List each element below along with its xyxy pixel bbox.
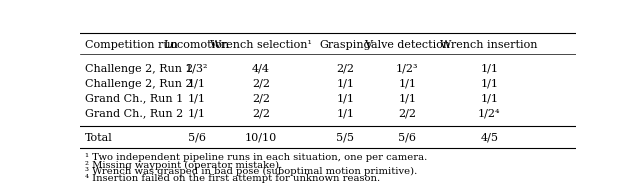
Text: 1/1: 1/1 [188,79,205,89]
Text: 2/2: 2/2 [252,94,270,104]
Text: 1/2³: 1/2³ [396,64,419,74]
Text: Challenge 2, Run 1: Challenge 2, Run 1 [85,64,193,74]
Text: 5/6: 5/6 [398,133,417,143]
Text: Locomotion: Locomotion [163,40,230,50]
Text: 4/5: 4/5 [480,133,498,143]
Text: ³ Wrench was grasped in bad pose (suboptimal motion primitive).: ³ Wrench was grasped in bad pose (subopt… [85,167,417,176]
Text: 1/1: 1/1 [398,79,417,89]
Text: ⁴ Insertion failed on the first attempt for unknown reason.: ⁴ Insertion failed on the first attempt … [85,174,380,183]
Text: ² Missing waypoint (operator mistake).: ² Missing waypoint (operator mistake). [85,161,282,170]
Text: 1/1: 1/1 [337,79,355,89]
Text: 1/1: 1/1 [480,94,498,104]
Text: 1/1: 1/1 [188,94,205,104]
Text: 10/10: 10/10 [245,133,277,143]
Text: Total: Total [85,133,113,143]
Text: 5/6: 5/6 [188,133,205,143]
Text: Challenge 2, Run 2: Challenge 2, Run 2 [85,79,193,89]
Text: 4/4: 4/4 [252,64,270,74]
Text: 2/2: 2/2 [337,64,355,74]
Text: 1/2⁴: 1/2⁴ [478,109,500,119]
Text: ¹ Two independent pipeline runs in each situation, one per camera.: ¹ Two independent pipeline runs in each … [85,153,428,162]
Text: Grand Ch., Run 2: Grand Ch., Run 2 [85,109,183,119]
Text: 2/3²: 2/3² [186,64,208,74]
Text: Wrench selection¹: Wrench selection¹ [210,40,312,50]
Text: 1/1: 1/1 [188,109,205,119]
Text: Competition run: Competition run [85,40,178,50]
Text: 1/1: 1/1 [480,64,498,74]
Text: Valve detection: Valve detection [364,40,451,50]
Text: Wrench insertion: Wrench insertion [440,40,538,50]
Text: Grand Ch., Run 1: Grand Ch., Run 1 [85,94,183,104]
Text: Grasping: Grasping [319,40,371,50]
Text: 1/1: 1/1 [480,79,498,89]
Text: 1/1: 1/1 [337,94,355,104]
Text: 2/2: 2/2 [252,79,270,89]
Text: 1/1: 1/1 [398,94,417,104]
Text: 1/1: 1/1 [337,109,355,119]
Text: 5/5: 5/5 [337,133,355,143]
Text: 2/2: 2/2 [252,109,270,119]
Text: 2/2: 2/2 [398,109,417,119]
